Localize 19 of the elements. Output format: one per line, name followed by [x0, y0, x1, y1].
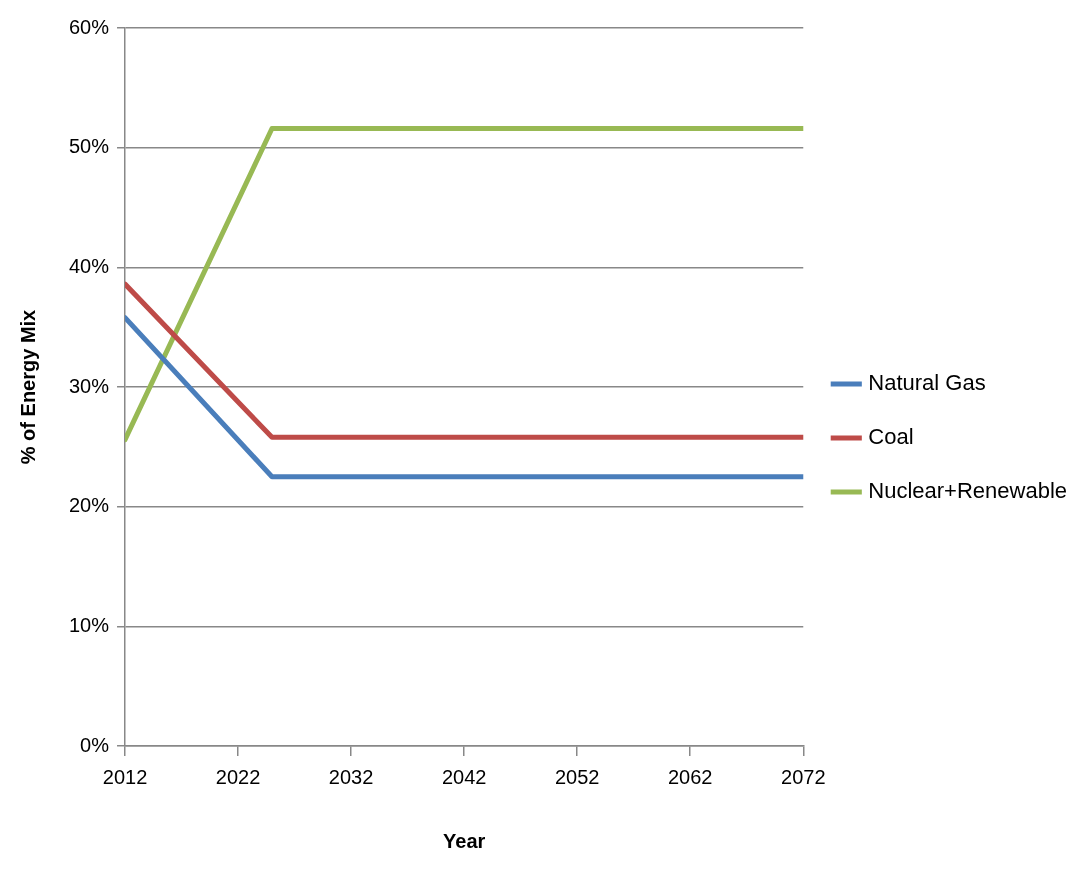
legend-label: Nuclear+Renewable — [868, 478, 1067, 504]
y-tick-label: 50% — [69, 135, 110, 158]
x-tick-label: 2012 — [102, 765, 148, 788]
x-axis-title: Year — [443, 829, 486, 852]
x-tick-label: 2062 — [667, 765, 713, 788]
y-axis-title: % of Energy Mix — [16, 309, 39, 465]
legend-label: Coal — [868, 424, 914, 450]
legend-label: Natural Gas — [868, 370, 986, 396]
x-tick-label: 2072 — [781, 765, 826, 788]
y-tick-label: 30% — [69, 374, 110, 397]
x-tick-label: 2032 — [328, 765, 374, 788]
x-tick-label: 2022 — [215, 765, 261, 788]
y-tick-label: 20% — [69, 494, 110, 517]
x-tick-label: 2042 — [441, 765, 487, 788]
y-tick-label: 60% — [69, 15, 110, 38]
y-tick-label: 0% — [80, 733, 110, 756]
y-tick-label: 40% — [69, 254, 110, 277]
y-tick-label: 10% — [69, 613, 110, 636]
x-tick-label: 2052 — [554, 765, 600, 788]
